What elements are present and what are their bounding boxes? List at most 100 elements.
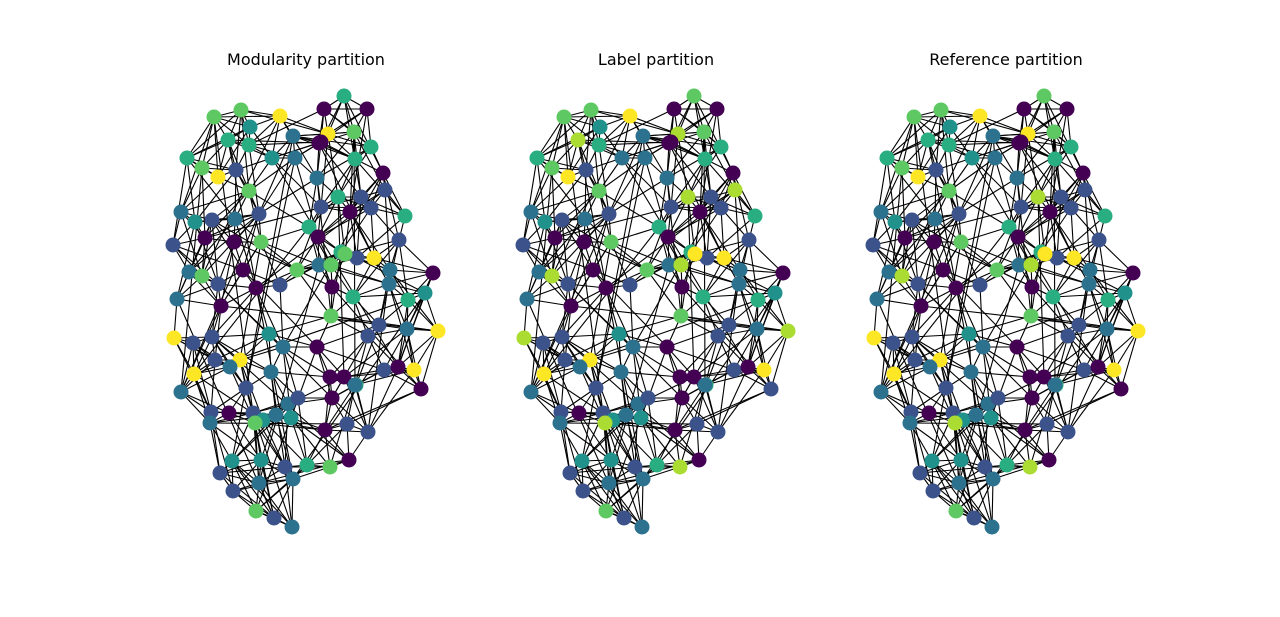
graph-edge	[367, 366, 399, 433]
graph-node	[390, 359, 406, 375]
graph-node	[251, 206, 267, 222]
graph-edge	[308, 177, 318, 228]
graph-node	[309, 339, 325, 355]
graph-edge	[886, 157, 896, 223]
graph-edge	[559, 422, 571, 474]
graph-edge	[979, 284, 984, 348]
graph-edge	[997, 397, 1008, 466]
graph-edge	[213, 115, 281, 118]
graph-node	[224, 453, 240, 469]
graph-edge	[354, 369, 415, 386]
graph-edge	[1008, 177, 1018, 228]
graph-node	[910, 276, 926, 292]
graph-edge	[960, 226, 1010, 243]
graph-node	[576, 234, 592, 250]
graph-node	[221, 405, 237, 421]
graph-node	[213, 298, 229, 314]
graph-node	[1060, 328, 1076, 344]
graph-node	[603, 234, 619, 250]
graph-edge	[647, 397, 658, 466]
graph-node	[165, 237, 181, 253]
graph-edge	[180, 391, 230, 414]
graph-edge	[1088, 283, 1108, 330]
graph-node	[673, 257, 689, 273]
graph-node	[985, 471, 1001, 487]
graph-edge	[738, 272, 784, 285]
graph-node	[740, 359, 756, 375]
graph-node	[1046, 124, 1062, 140]
graph-edge	[522, 244, 594, 271]
graph-node	[323, 257, 339, 273]
graph-node	[961, 326, 977, 342]
graph-node	[1066, 250, 1082, 266]
graph-node	[1017, 422, 1033, 438]
graph-node	[649, 457, 665, 473]
graph-node	[1047, 151, 1063, 167]
graph-edge	[880, 167, 903, 393]
graph-edge	[551, 115, 631, 277]
graph-edge	[584, 218, 607, 289]
graph-node	[948, 503, 964, 519]
graph-node	[337, 246, 353, 262]
graph-node	[210, 169, 226, 185]
graph-edge	[880, 366, 931, 393]
graph-node	[310, 229, 326, 245]
graph-node	[301, 219, 317, 235]
graph-node	[203, 404, 219, 420]
graph-edge	[561, 219, 569, 285]
graph-edge	[201, 167, 206, 239]
graph-node	[673, 308, 689, 324]
graph-node	[366, 250, 382, 266]
graph-node	[406, 362, 422, 378]
graph-edge	[211, 333, 270, 338]
graph-node	[207, 352, 223, 368]
graph-edge	[1082, 172, 1106, 217]
graph-edge	[248, 141, 322, 146]
graph-node	[578, 162, 594, 178]
graph-node	[1030, 189, 1046, 205]
graph-edge	[880, 190, 950, 213]
graph-edge	[324, 384, 356, 431]
graph-node	[1113, 381, 1129, 397]
graph-edge	[180, 167, 203, 393]
graph-edge	[610, 241, 670, 266]
graph-edge	[279, 115, 318, 179]
graph-node	[926, 234, 942, 250]
graph-node	[640, 390, 656, 406]
graph-edge	[876, 221, 896, 300]
graph-edge	[658, 177, 668, 228]
graph-node	[689, 416, 705, 432]
graph-edge	[1027, 133, 1039, 198]
graph-node	[674, 279, 690, 295]
graph-node	[721, 317, 737, 333]
graph-node	[588, 380, 604, 396]
graph-edge	[1043, 95, 1062, 198]
graph-node	[1059, 101, 1075, 117]
graph-edge	[886, 157, 936, 220]
graph-edge	[186, 157, 196, 223]
graph-node	[622, 277, 638, 293]
graph-node	[371, 317, 387, 333]
graph-edge	[1017, 207, 1072, 238]
graph-edge	[581, 135, 644, 462]
graph-edge	[172, 157, 188, 246]
graph-edge	[554, 213, 610, 239]
graph-node	[220, 132, 236, 148]
graph-node	[941, 137, 957, 153]
graph-edge	[219, 472, 275, 519]
graph-edge	[598, 144, 610, 215]
graph-edge	[260, 414, 277, 461]
graph-node	[311, 257, 327, 273]
graph-node	[347, 151, 363, 167]
graph-edge	[931, 460, 993, 528]
graph-edge	[172, 244, 244, 271]
graph-edge	[561, 333, 620, 338]
graph-edge	[231, 460, 293, 528]
graph-edge	[1031, 397, 1069, 433]
graph-node	[741, 232, 757, 248]
graph-edge	[354, 335, 369, 386]
graph-edge	[608, 482, 643, 528]
graph-node	[1100, 292, 1116, 308]
graph-node	[248, 503, 264, 519]
graph-node	[879, 150, 895, 166]
